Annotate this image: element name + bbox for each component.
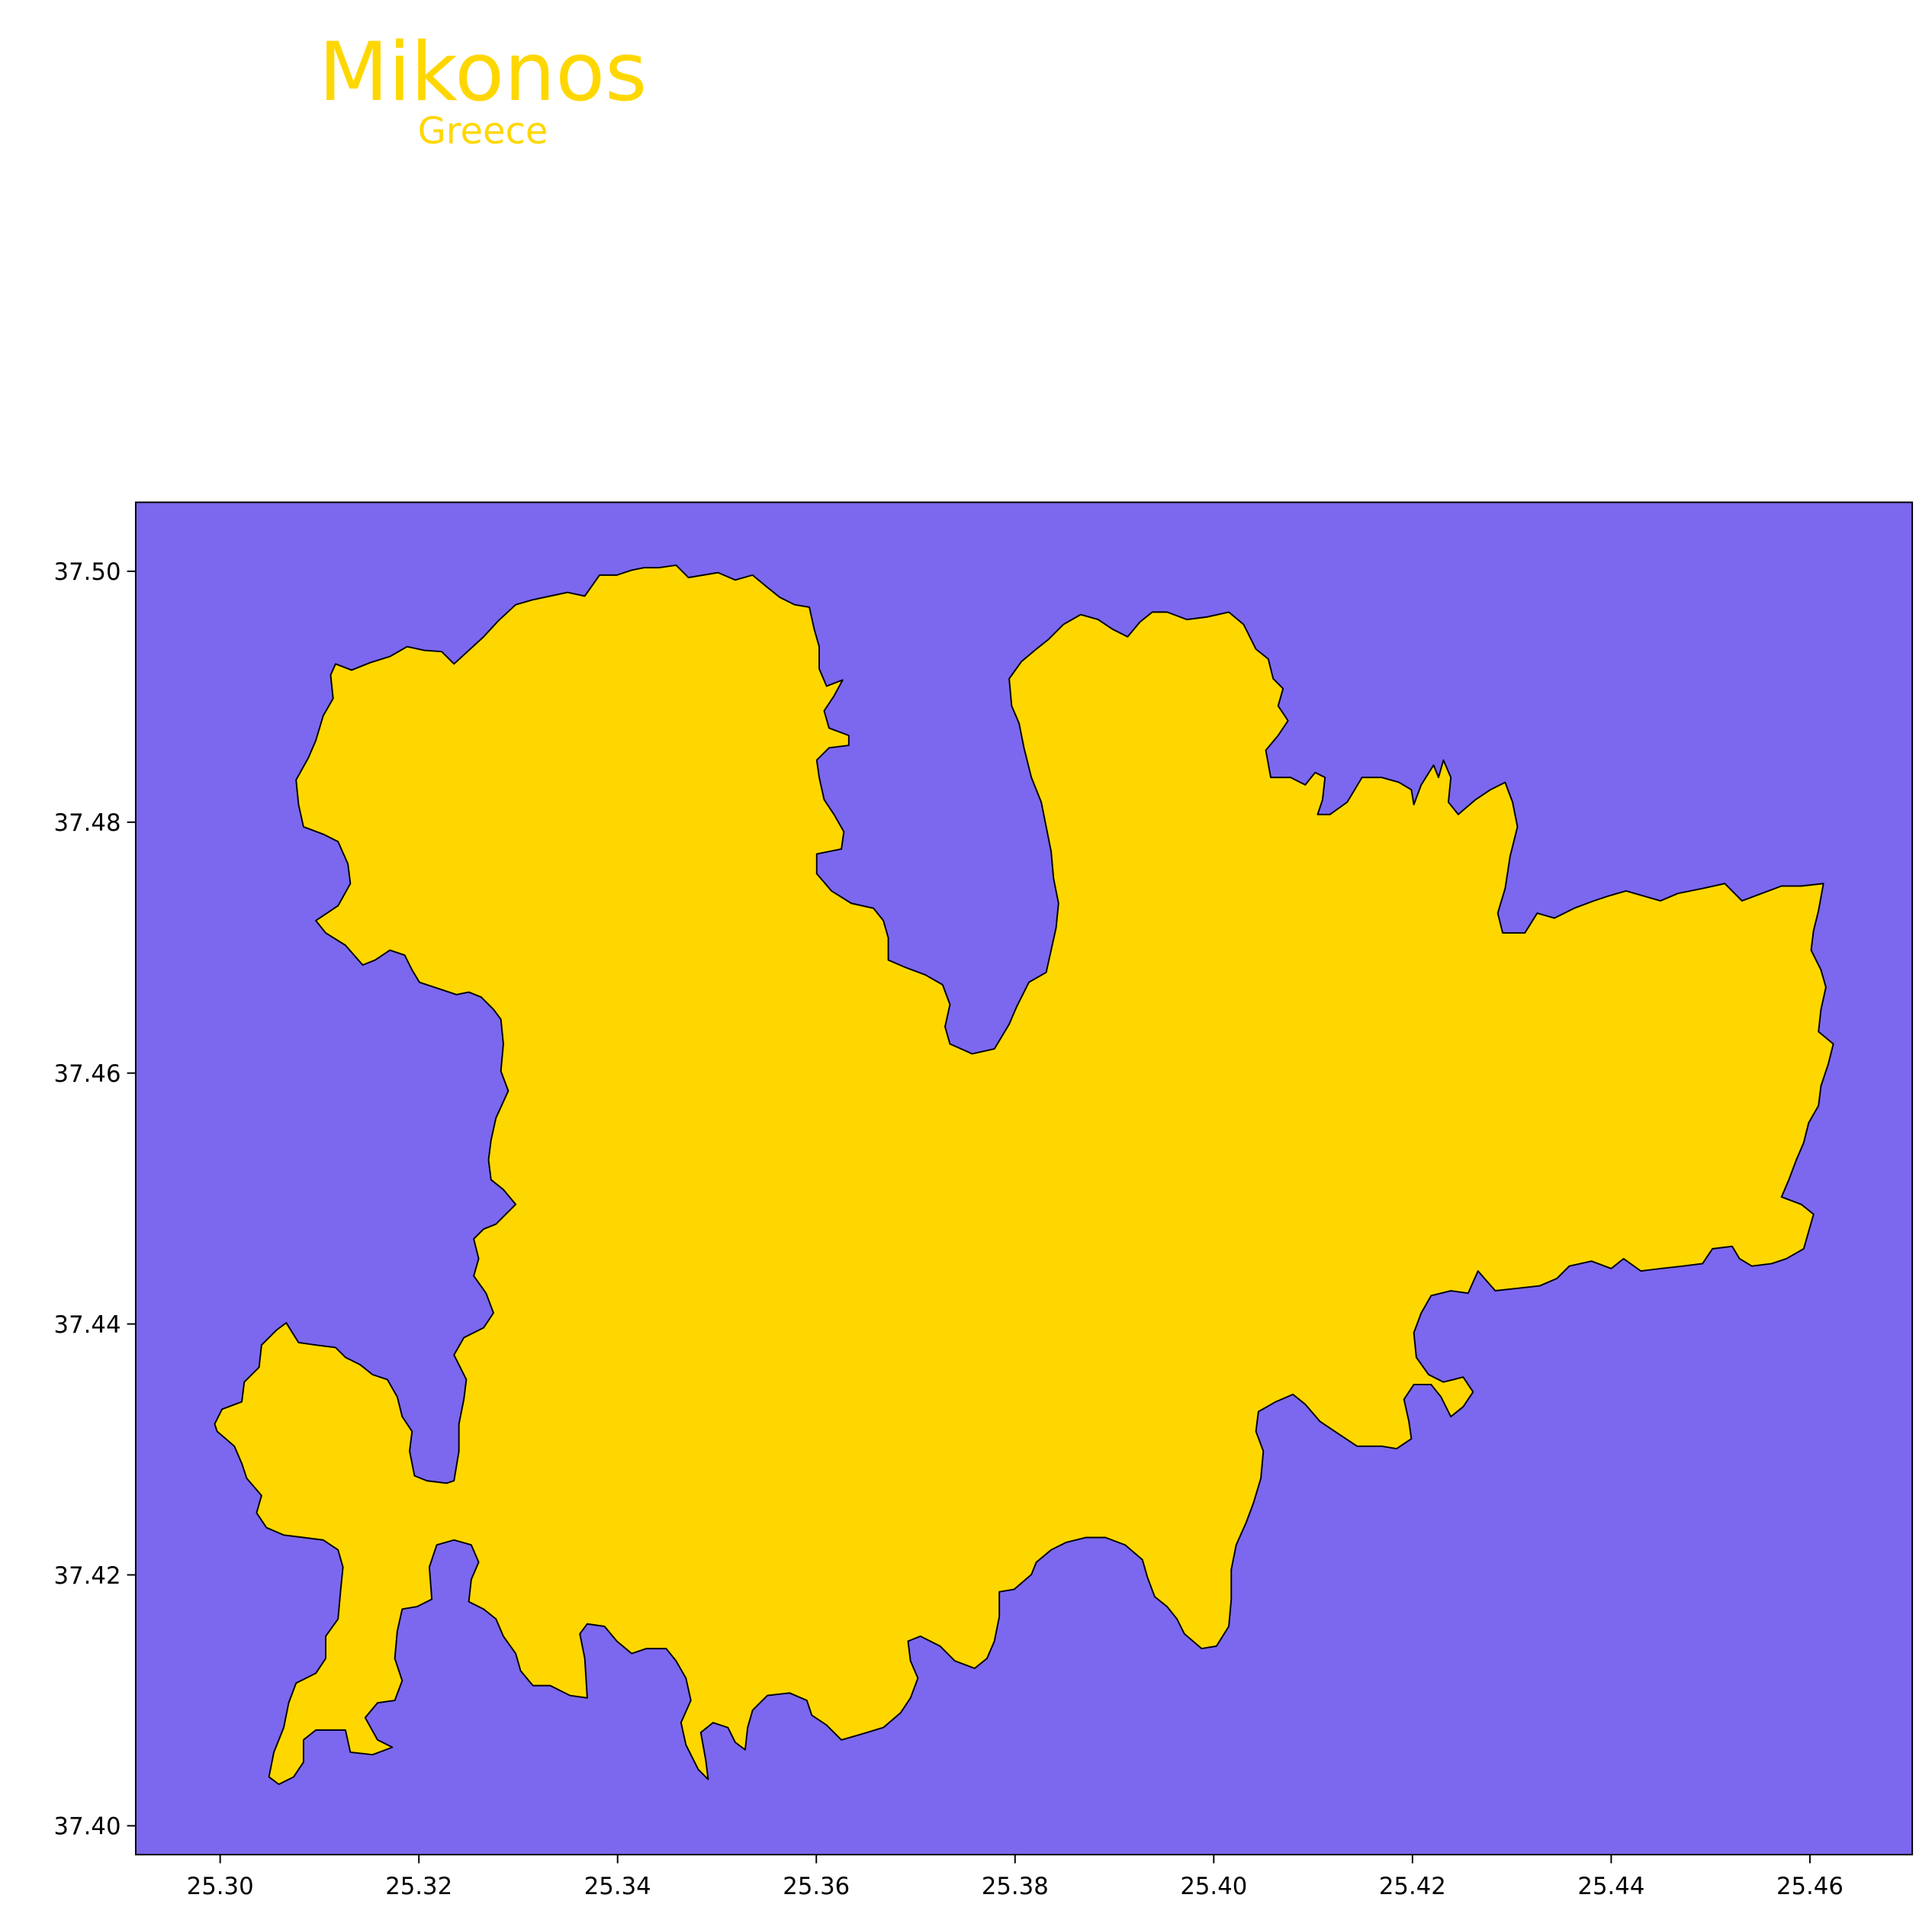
x-tick-label: 25.44 [1577,1873,1644,1900]
y-tick-label: 37.48 [54,809,121,837]
y-tick-label: 37.42 [54,1562,121,1590]
map-title: Mikonos [318,25,648,119]
map-axes-frame [134,501,1914,1856]
island-landmass [214,564,1834,1785]
x-tick-label: 25.40 [1180,1873,1247,1900]
x-tick-label: 25.46 [1776,1873,1844,1900]
x-tick-label: 25.34 [584,1873,651,1900]
x-tick-label: 25.42 [1379,1873,1446,1900]
y-tick-label: 37.44 [54,1311,121,1339]
y-axis: 37.40 37.42 37.44 37.46 37.48 37.50 [54,558,136,1841]
map-subtitle: Greece [417,110,548,153]
y-tick-label: 37.40 [54,1813,121,1841]
x-tick-label: 25.36 [783,1873,850,1900]
y-tick-label: 37.50 [54,558,121,586]
x-tick-label: 25.38 [982,1873,1049,1900]
x-tick-label: 25.30 [187,1873,254,1900]
x-axis: 25.30 25.32 25.34 25.36 25.38 25.40 25.42 25.44… [187,1854,1844,1900]
y-tick-label: 37.46 [54,1060,121,1088]
x-tick-label: 25.32 [385,1873,452,1900]
